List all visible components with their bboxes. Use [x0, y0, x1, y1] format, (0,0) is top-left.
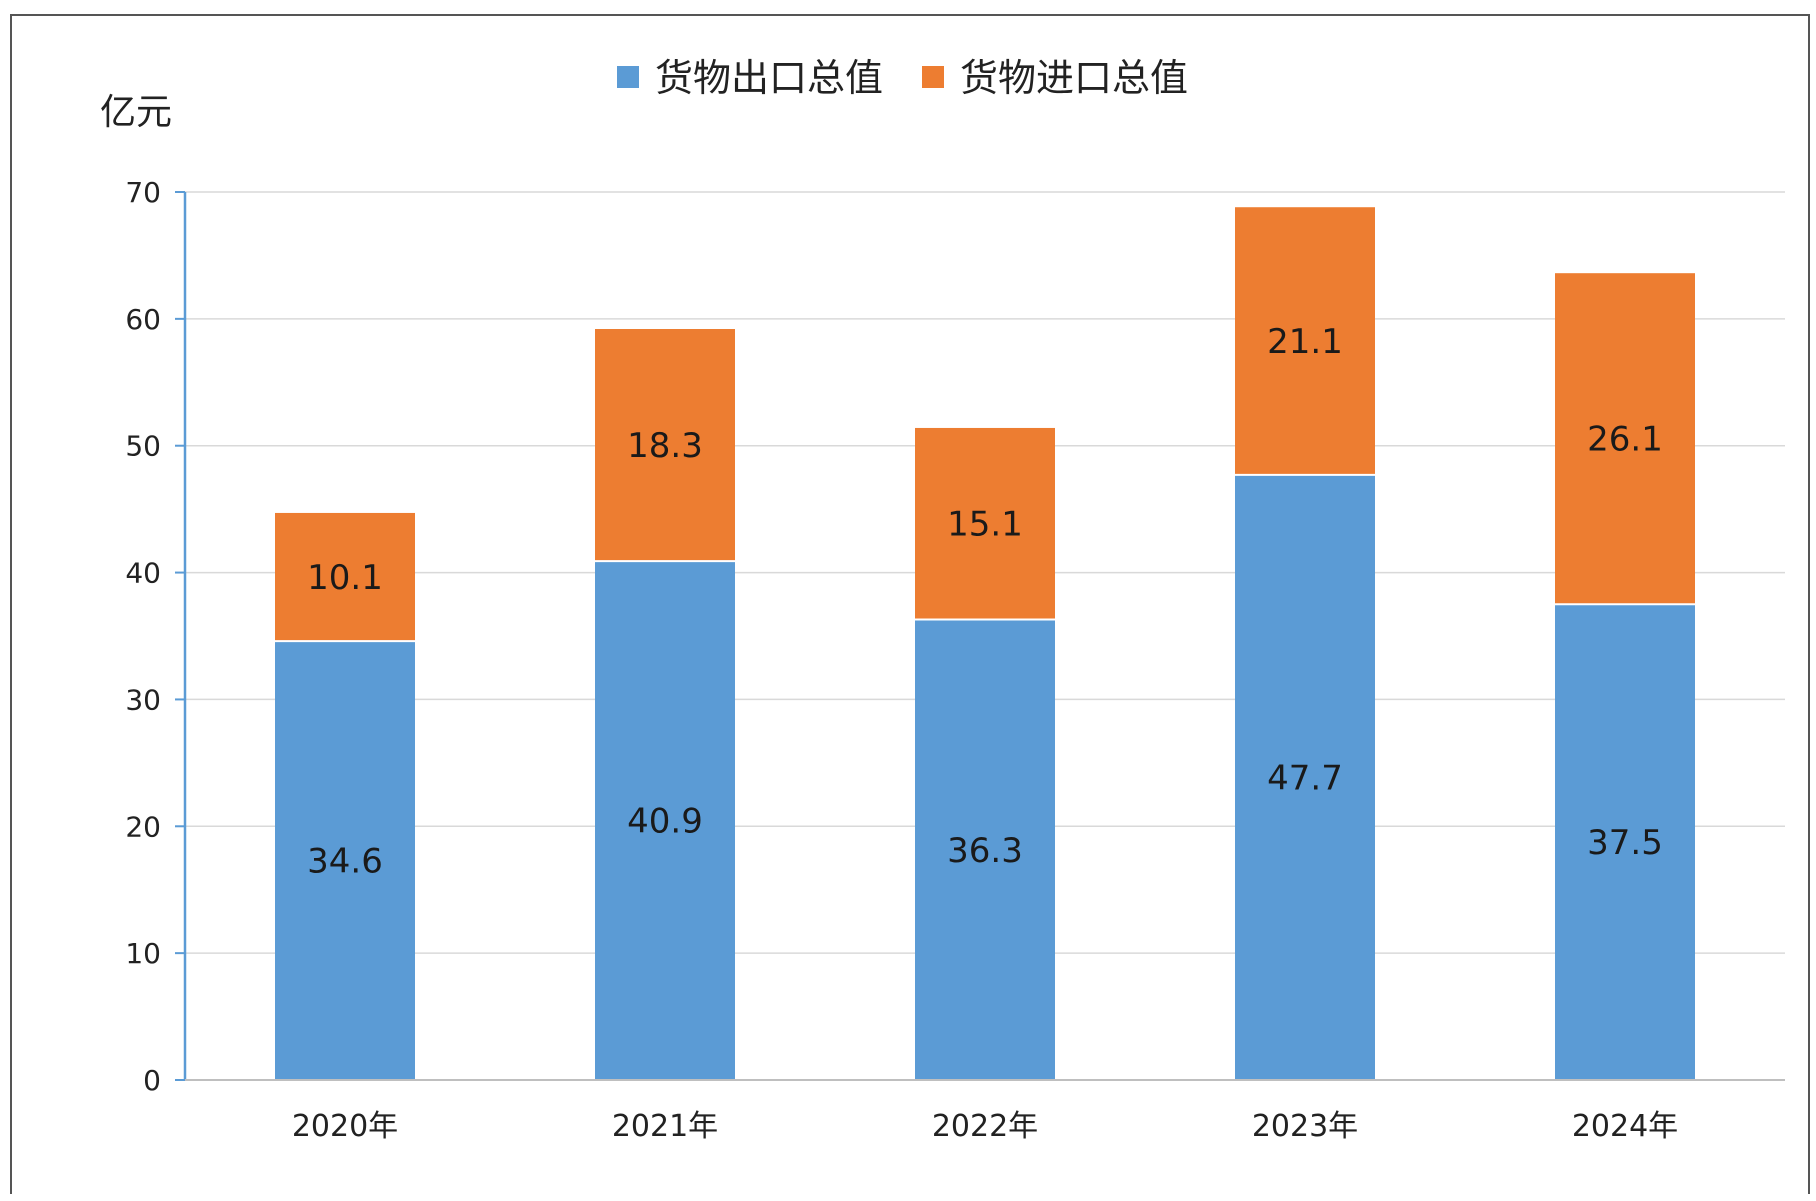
y-tick-label: 20: [125, 810, 161, 843]
y-tick-label: 60: [125, 303, 161, 336]
legend-swatch-import: [922, 66, 944, 88]
data-label-export: 47.7: [1267, 758, 1343, 798]
data-label-export: 34.6: [307, 842, 383, 882]
x-tick-label: 2022年: [932, 1109, 1038, 1144]
bar-import-segment: [1235, 207, 1375, 475]
bar-export-segment: [275, 641, 415, 1080]
x-tick-label: 2024年: [1572, 1109, 1678, 1144]
data-label-import: 15.1: [947, 505, 1023, 545]
bar-export-segment: [915, 619, 1055, 1080]
y-tick-label: 30: [125, 683, 161, 716]
data-label-import: 18.3: [627, 426, 703, 466]
bar-export-segment: [1555, 604, 1695, 1080]
x-tick-labels: 2020年 2021年 2022年 2023年 2024年: [292, 1109, 1678, 1144]
bar-export-segment: [595, 561, 735, 1080]
y-axis-unit-label: 亿元: [100, 92, 172, 133]
y-tick-label: 10: [125, 937, 161, 970]
data-label-import: 21.1: [1267, 322, 1343, 362]
data-label-import: 26.1: [1587, 420, 1663, 460]
legend-label-export: 货物出口总值: [655, 56, 883, 100]
y-tick-label: 40: [125, 557, 161, 590]
data-labels: 34.6 10.1 40.9 18.3 36.3 15.1 47.7 21.1 37.5 26.1: [307, 322, 1663, 881]
y-tick-label: 0: [143, 1064, 161, 1097]
axes: [175, 191, 1785, 1081]
bar-export-segment: [1235, 474, 1375, 1080]
x-tick-label: 2020年: [292, 1109, 398, 1144]
data-label-import: 10.1: [307, 558, 383, 598]
bar-import-segment: [915, 427, 1055, 620]
data-label-export: 36.3: [947, 831, 1023, 871]
chart-legend: 货物出口总值 货物进口总值: [617, 56, 1188, 100]
bar-import-segment: [275, 512, 415, 642]
data-label-export: 37.5: [1587, 823, 1663, 863]
y-tick-label: 70: [125, 176, 161, 209]
x-tick-label: 2023年: [1252, 1109, 1358, 1144]
bar-import-segment: [595, 329, 735, 562]
bars: [275, 207, 1695, 1080]
y-tick-labels: 0 10 20 30 40 50 60 70: [125, 176, 161, 1097]
x-tick-label: 2021年: [612, 1109, 718, 1144]
data-label-export: 40.9: [627, 802, 703, 842]
bar-import-segment: [1555, 273, 1695, 605]
legend-label-import: 货物进口总值: [960, 56, 1188, 100]
legend-swatch-export: [617, 66, 639, 88]
y-tick-label: 50: [125, 430, 161, 463]
